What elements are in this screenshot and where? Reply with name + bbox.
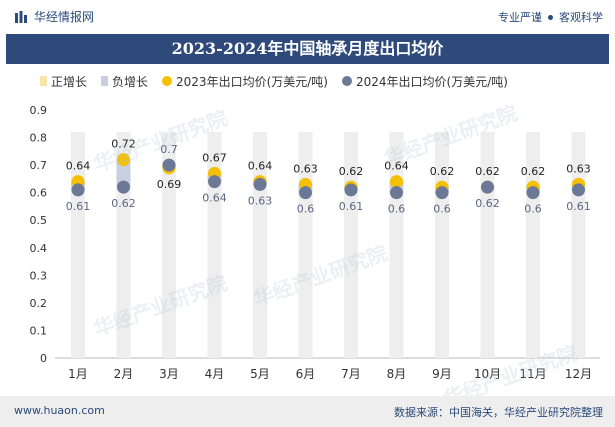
brand-logo-icon	[14, 10, 28, 24]
legend-item-neg: 负增长	[101, 73, 148, 90]
data-label-2023: 0.64	[248, 160, 273, 173]
data-label-2024: 0.61	[339, 200, 364, 213]
legend-item-2023: 2023年出口均价(万美元/吨)	[162, 73, 328, 90]
legend-swatch-pos	[40, 76, 47, 86]
data-label-2023: 0.64	[66, 160, 91, 173]
x-tick-label: 4月	[205, 367, 225, 381]
data-label-2023: 0.63	[293, 162, 318, 175]
y-tick-label: 0.6	[30, 187, 48, 200]
data-label-2023: 0.72	[111, 138, 136, 151]
point-2024	[481, 180, 494, 194]
point-2023	[117, 153, 130, 167]
footer: www.huaon.com 数据来源：中国海关，华经产业研究院整理	[0, 396, 615, 427]
point-2024	[117, 180, 130, 194]
legend-swatch-2023	[162, 76, 173, 86]
y-tick-label: 0.7	[30, 159, 48, 172]
legend-label-2023: 2023年出口均价(万美元/吨)	[176, 74, 328, 89]
x-tick-label: 12月	[565, 367, 592, 381]
point-2024	[435, 186, 449, 200]
y-tick-label: 0.9	[30, 104, 48, 117]
data-label-2024: 0.62	[111, 197, 136, 210]
legend-swatch-2024	[341, 76, 352, 86]
data-label-2023: 0.62	[339, 165, 364, 178]
x-tick-label: 8月	[387, 367, 407, 381]
data-label-2023: 0.67	[202, 151, 227, 164]
point-2024	[390, 186, 403, 200]
data-label-2023: 0.64	[384, 160, 409, 173]
data-label-2024: 0.7	[160, 143, 178, 156]
point-2024	[71, 183, 85, 197]
x-tick-label: 9月	[432, 367, 452, 381]
data-label-2024: 0.61	[66, 200, 91, 213]
data-label-2024: 0.63	[248, 194, 273, 207]
data-label-2023: 0.62	[521, 165, 546, 178]
point-2024	[208, 175, 221, 189]
data-label-2023: 0.62	[430, 165, 455, 178]
tagline-2: 客观科学	[559, 11, 603, 24]
x-tick-label: 11月	[519, 367, 546, 381]
x-tick-label: 5月	[250, 367, 270, 381]
x-tick-label: 3月	[159, 367, 179, 381]
x-tick-label: 7月	[341, 367, 361, 381]
data-label-2024: 0.6	[388, 203, 406, 216]
x-tick-label: 1月	[68, 367, 88, 381]
data-label-2024: 0.6	[433, 203, 451, 216]
chart-title: 2023-2024年中国轴承月度出口均价	[6, 34, 609, 64]
footer-url: www.huaon.com	[14, 404, 105, 417]
footer-source: 数据来源：中国海关，华经产业研究院整理	[394, 406, 603, 419]
y-tick-label: 0.1	[30, 324, 48, 337]
point-2024	[299, 186, 312, 200]
data-label-2023: 0.63	[566, 162, 591, 175]
point-2024	[253, 177, 267, 191]
data-label-2024: 0.62	[475, 197, 500, 210]
point-2024	[526, 186, 540, 200]
point-2023	[390, 175, 403, 189]
tagline-separator-icon	[548, 14, 553, 20]
x-tick-label: 6月	[296, 367, 316, 381]
legend-label-2024: 2024年出口均价(万美元/吨)	[355, 74, 508, 89]
legend-item-pos: 正增长	[40, 73, 87, 90]
y-tick-label: 0	[40, 352, 47, 365]
legend-label-neg: 负增长	[112, 74, 149, 89]
point-2024	[344, 183, 358, 197]
y-tick-label: 0.8	[30, 132, 48, 145]
tagline: 专业严谨 客观科学	[498, 9, 603, 25]
data-label-2024: 0.61	[566, 200, 591, 213]
y-tick-label: 0.2	[30, 297, 48, 310]
background-column	[207, 132, 222, 358]
point-2024	[572, 183, 585, 197]
x-tick-label: 2月	[114, 367, 134, 381]
top-bar: 华经情报网 专业严谨 客观科学	[0, 0, 615, 32]
legend-item-2024: 2024年出口均价(万美元/吨)	[341, 73, 508, 90]
legend-swatch-neg	[101, 76, 109, 86]
data-label-2023: 0.69	[157, 178, 182, 191]
background-column	[162, 132, 176, 358]
data-label-2024: 0.6	[297, 203, 315, 216]
data-label-2024: 0.6	[524, 203, 542, 216]
data-label-2024: 0.64	[202, 192, 227, 205]
y-tick-label: 0.4	[30, 242, 48, 255]
tagline-1: 专业严谨	[498, 11, 542, 24]
y-tick-label: 0.3	[30, 269, 48, 282]
chart-plot: 0 0.1 0.2 0.3 0.4 0.5 0.6 0.7 0.8 0.9 1月 2月 3月 4月 5月 6月…	[30, 104, 600, 381]
brand: 华经情报网	[14, 8, 94, 25]
data-label-2023: 0.62	[475, 165, 500, 178]
y-tick-label: 0.5	[30, 214, 48, 227]
change-bar	[116, 159, 131, 188]
x-tick-label: 10月	[474, 367, 501, 381]
brand-name: 华经情报网	[34, 10, 95, 24]
legend-label-pos: 正增长	[51, 74, 88, 89]
point-2024	[162, 158, 176, 172]
chart-legend: 正增长 负增长 2023年出口均价(万美元/吨) 2024年出口均价(万美元/吨…	[40, 70, 508, 92]
